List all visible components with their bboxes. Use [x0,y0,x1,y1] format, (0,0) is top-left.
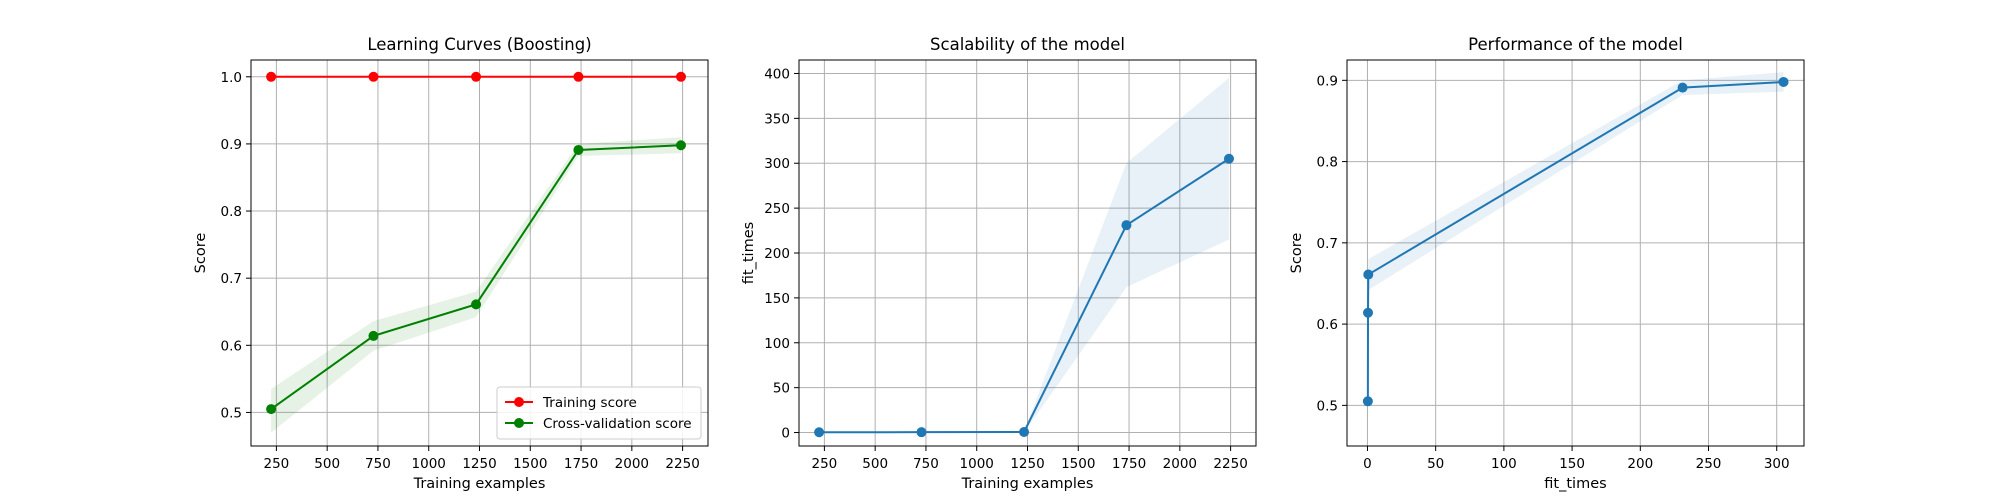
chart-panel-3: 0 50 100 150 200 250 300 0.5 0.6 0.7 0.8 0.9 Perform… [1289,35,1805,492]
y-axis-label: Score [1289,233,1305,274]
x-tick-label: 2000 [1163,456,1197,472]
series-2-point [368,330,379,341]
x-tick-label: 1250 [1010,456,1044,472]
series-1-point [814,427,825,438]
y-axis-label: fit_times [741,222,757,284]
series-2-point [471,299,482,310]
y-tick-label: 100 [764,336,790,352]
x-tick-label: 250 [263,456,289,472]
series-1-point [266,71,277,82]
y-tick-label: 300 [764,156,790,172]
x-tick-label: 0 [1363,456,1372,472]
x-tick-label: 2250 [665,456,699,472]
y-tick-label: 0.5 [221,405,242,421]
series-1-point [675,71,686,82]
y-tick-label: 1.0 [221,70,242,86]
x-tick-label: 500 [862,456,888,472]
y-tick-label: 50 [773,381,790,397]
y-tick-label: 0.8 [221,204,242,220]
y-tick-label: 200 [764,246,790,262]
series-1-point [1019,426,1030,437]
x-tick-label: 1000 [960,456,994,472]
legend-swatch-marker [514,418,524,428]
y-tick-label: 0.6 [221,338,242,354]
legend-swatch-marker [514,397,524,407]
x-tick-label: 50 [1427,456,1444,472]
series-1-point [1778,76,1789,87]
series-1-point [573,71,584,82]
y-tick-label: 0.7 [221,271,242,287]
chart-title: Performance of the model [1468,35,1683,54]
y-tick-label: 150 [764,291,790,307]
y-tick-label: 0.6 [1317,317,1338,333]
chart-panel-2: 250 500 750 1000 1250 1500 1750 2000 2250 0 50 100 1… [741,35,1257,492]
x-tick-label: 2000 [615,456,649,472]
legend-label: Training score [542,395,637,411]
series-1-point [1362,396,1373,407]
y-tick-label: 250 [764,201,790,217]
y-axis-label: Score [193,233,209,274]
legend-box [496,386,702,440]
y-tick-label: 400 [764,66,790,82]
series-1-point [1363,269,1374,280]
series-1-point [1677,82,1688,93]
y-tick-label: 0.8 [1317,155,1338,171]
series-1-point [471,71,482,82]
series-1-confidence-band [1367,72,1784,430]
y-tick-label: 0.9 [1317,73,1338,89]
series-1-point [1363,307,1374,318]
x-tick-label: 250 [1696,456,1722,472]
y-tick-label: 350 [764,111,790,127]
x-tick-label: 100 [1491,456,1517,472]
legend-label: Cross-validation score [543,416,692,432]
x-axis-label: fit_times [1544,476,1606,492]
x-axis-label: Training examples [413,476,546,492]
chart-title: Learning Curves (Boosting) [367,35,591,54]
chart-title: Scalability of the model [930,35,1125,54]
y-tick-label: 0.7 [1317,236,1338,252]
series-1-point [916,427,927,438]
x-tick-label: 2250 [1213,456,1247,472]
x-tick-label: 750 [365,456,391,472]
series-1-confidence-band [819,77,1229,433]
x-axis-label: Training examples [961,476,1094,492]
x-tick-label: 1000 [412,456,446,472]
legend: Training score Cross-validation score [496,386,702,440]
y-tick-label: 0.9 [221,137,242,153]
series-1-point [1223,153,1234,164]
series-2-point [266,404,277,415]
series-2-point [675,140,686,151]
x-tick-label: 1250 [462,456,496,472]
series-1-point [1121,220,1132,231]
x-tick-label: 200 [1627,456,1653,472]
x-tick-label: 150 [1559,456,1585,472]
x-tick-label: 750 [913,456,939,472]
x-tick-label: 500 [314,456,340,472]
x-tick-label: 1500 [513,456,547,472]
x-tick-label: 300 [1764,456,1790,472]
y-tick-label: 0 [781,426,790,442]
x-tick-label: 1750 [1112,456,1146,472]
x-tick-label: 1750 [564,456,598,472]
y-tick-label: 0.5 [1317,398,1338,414]
chart-panel-1: 250 500 750 1000 1250 1500 1750 2000 2250 0.5 0.6 0… [193,35,709,492]
series-1-point [368,71,379,82]
series-2-point [573,144,584,155]
x-tick-label: 1500 [1061,456,1095,472]
x-tick-label: 250 [811,456,837,472]
plot-frame [1346,59,1805,447]
